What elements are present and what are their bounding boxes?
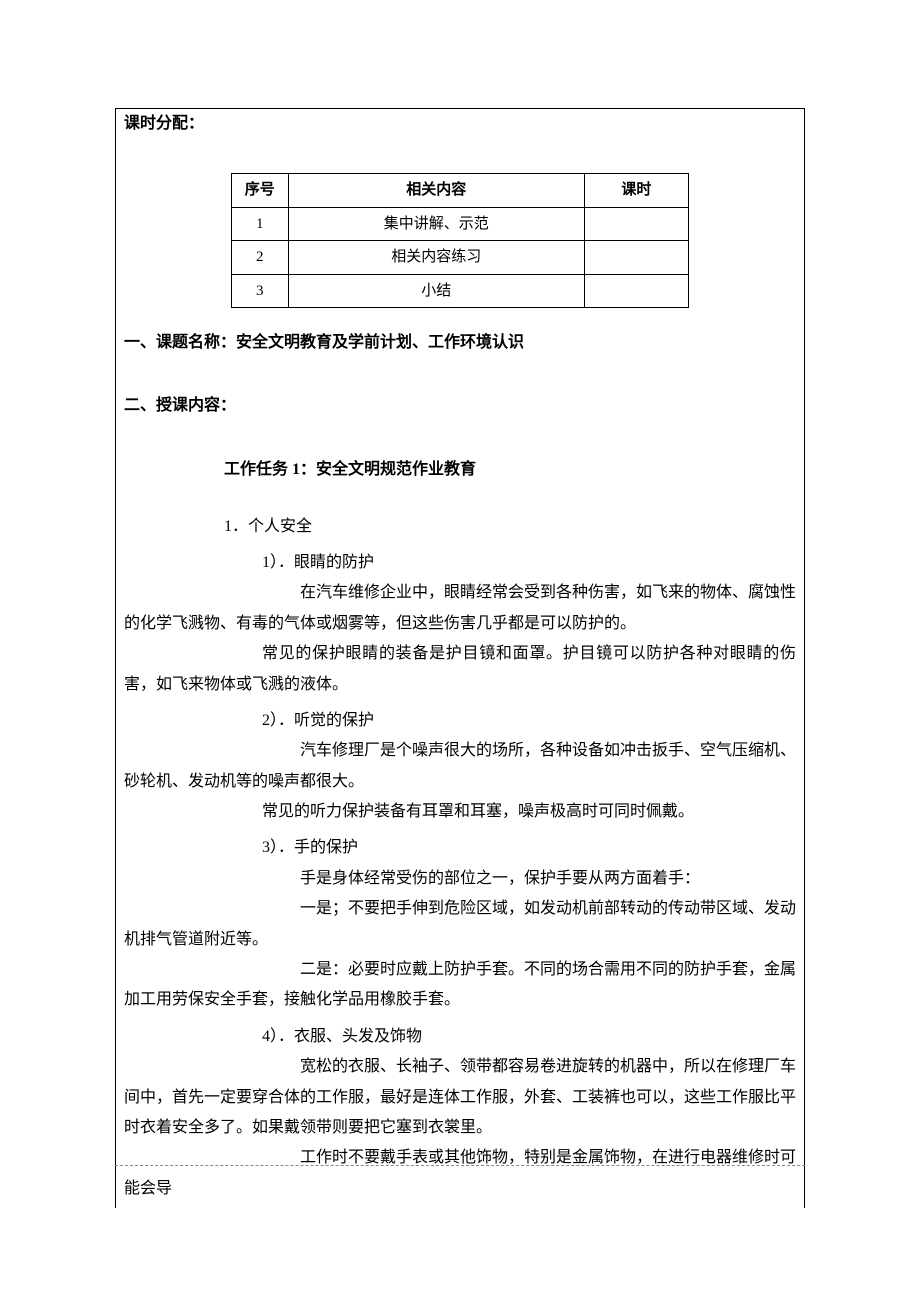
hand-heading: 3）．手的保护 (262, 833, 796, 863)
col-header-hours: 课时 (584, 174, 688, 208)
eye-heading: 1）．眼睛的防护 (262, 548, 796, 578)
schedule-table: 序号 相关内容 课时 1 集中讲解、示范 2 相关内容练习 3 (231, 173, 689, 308)
topic-line: 一、课题名称：安全文明教育及学前计划、工作环境认识 (124, 328, 796, 358)
hand-p1: 手是身体经常受伤的部位之一，保护手要从两方面着手： (124, 864, 796, 894)
cell-hours (584, 241, 688, 275)
cell-hours (584, 274, 688, 308)
eye-p1: 在汽车维修企业中，眼睛经常会受到各种伤害，如飞来的物体、腐蚀性的化学飞溅物、有毒… (124, 578, 796, 639)
clothes-p1: 宽松的衣服、长袖子、领带都容易卷进旋转的机器中，所以在修理厂车间中，首先一定要穿… (124, 1052, 796, 1143)
eye-p2: 常见的保护眼睛的装备是护目镜和面罩。护目镜可以防护各种对眼睛的伤害，如飞来物体或… (124, 639, 796, 700)
table-row: 1 集中讲解、示范 (232, 207, 689, 241)
table-row: 3 小结 (232, 274, 689, 308)
hand-p3: 二是：必要时应戴上防护手套。不同的场合需用不同的防护手套，金属加工用劳保安全手套… (124, 955, 796, 1016)
content-label: 二、授课内容： (124, 391, 796, 421)
ear-p2: 常见的听力保护装备有耳罩和耳塞，噪声极高时可同时佩戴。 (124, 797, 796, 827)
task1-title: 工作任务 1：安全文明规范作业教育 (224, 455, 796, 485)
content-frame: 课时分配： 序号 相关内容 课时 1 集中讲解、示范 2 相关内容练习 (115, 108, 805, 1208)
cell-content: 小结 (288, 274, 584, 308)
cell-index: 1 (232, 207, 289, 241)
ear-p1: 汽车修理厂是个噪声很大的场所，各种设备如冲击扳手、空气压缩机、砂轮机、发动机等的… (124, 736, 796, 797)
clothes-heading: 4）．衣服、头发及饰物 (262, 1022, 796, 1052)
cell-index: 2 (232, 241, 289, 275)
allocation-label: 课时分配： (124, 109, 796, 139)
col-header-index: 序号 (232, 174, 289, 208)
hand-p2: 一是；不要把手伸到危险区域，如发动机前部转动的传动带区域、发动机排气管道附近等。 (124, 894, 796, 955)
table-header-row: 序号 相关内容 课时 (232, 174, 689, 208)
col-header-content: 相关内容 (288, 174, 584, 208)
cell-content: 集中讲解、示范 (288, 207, 584, 241)
section1-title: 1．个人安全 (224, 512, 796, 542)
cell-content: 相关内容练习 (288, 241, 584, 275)
topic-value: 安全文明教育及学前计划、工作环境认识 (236, 334, 524, 351)
page-bottom-divider (115, 1165, 805, 1166)
table-row: 2 相关内容练习 (232, 241, 689, 275)
page: 课时分配： 序号 相关内容 课时 1 集中讲解、示范 2 相关内容练习 (0, 0, 920, 1302)
cell-hours (584, 207, 688, 241)
clothes-p2: 工作时不要戴手表或其他饰物，特别是金属饰物，在进行电器维修时可能会导 (124, 1143, 796, 1204)
topic-label: 一、课题名称： (124, 334, 236, 351)
ear-heading: 2）．听觉的保护 (262, 706, 796, 736)
cell-index: 3 (232, 274, 289, 308)
